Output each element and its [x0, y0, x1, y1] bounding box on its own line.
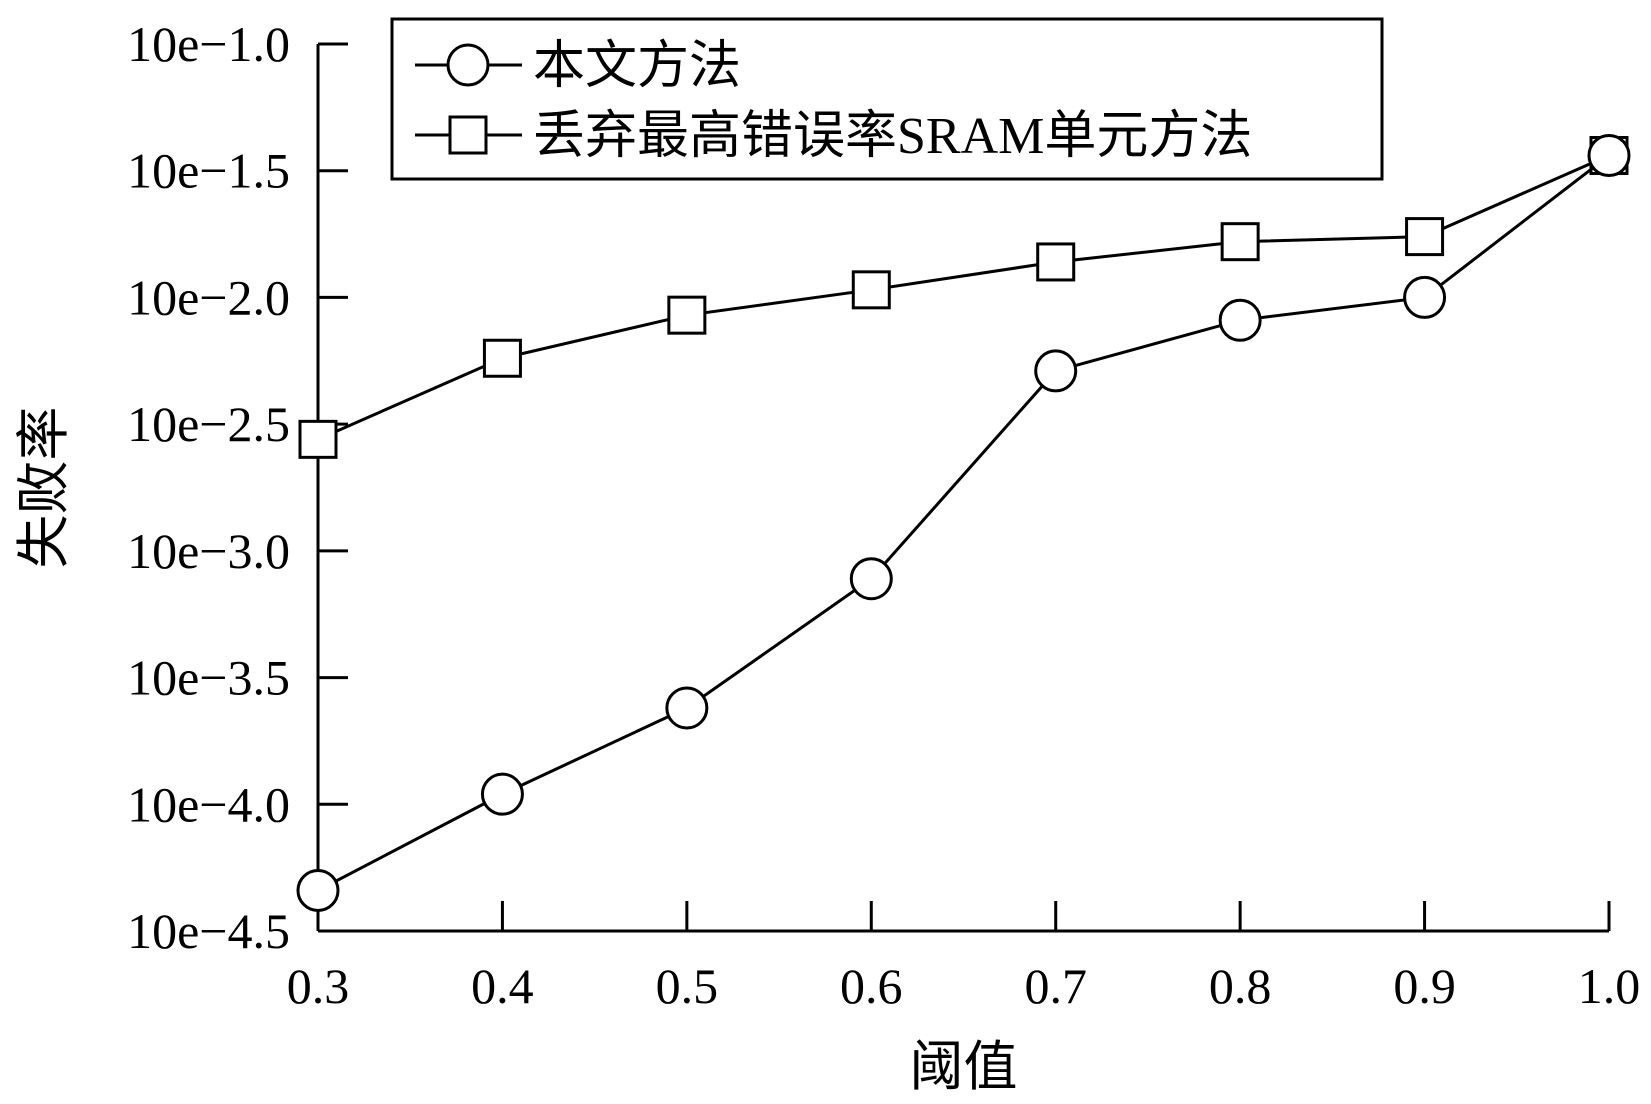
y-tick-label: 10e−1.5 [127, 143, 290, 199]
y-tick-label: 10e−2.0 [127, 269, 290, 325]
data-point-circle [1403, 275, 1447, 319]
legend-entry-1: 本文方法 [415, 38, 741, 95]
x-tick-label: 0.4 [471, 958, 534, 1014]
legend-label-1: 本文方法 [533, 38, 741, 95]
legend-frame [390, 17, 1384, 181]
data-point-circle [296, 868, 340, 912]
data-point-circle [1587, 134, 1631, 178]
legend-circle-marker [446, 43, 490, 87]
series-1 [296, 134, 1631, 912]
x-axis-title: 阈值 [910, 1037, 1018, 1097]
x-tick-label: 0.7 [1024, 958, 1087, 1014]
x-tick-label: 0.6 [840, 958, 903, 1014]
data-point-square [667, 295, 707, 335]
data-point-square [851, 270, 891, 310]
legend-entry-2: 丢弃最高错误率SRAM单元方法 [415, 108, 1252, 165]
data-point-circle [665, 686, 709, 730]
y-tick-label: 10e−4.5 [127, 903, 290, 959]
x-tick-label: 0.5 [656, 958, 719, 1014]
legend: 本文方法 丢弃最高错误率SRAM单元方法 [390, 17, 1384, 181]
y-tick-label: 10e−3.5 [127, 650, 290, 706]
y-axis-ticks: 10e−1.0 10e−1.5 10e−2.0 10e−2.5 10e−3.0 10e−3… [127, 16, 348, 959]
data-point-square [298, 419, 338, 459]
x-tick-label: 1.0 [1578, 958, 1641, 1014]
legend-label-2: 丢弃最高错误率SRAM单元方法 [533, 108, 1252, 165]
legend-square-marker [448, 115, 488, 155]
data-point-circle [480, 772, 524, 816]
x-tick-label: 0.3 [287, 958, 350, 1014]
y-tick-label: 10e−3.0 [127, 523, 290, 579]
y-tick-label: 10e−4.0 [127, 776, 290, 832]
data-point-circle [1034, 349, 1078, 393]
data-point-circle [849, 557, 893, 601]
data-point-square [1405, 217, 1445, 257]
series-line [317, 154, 1610, 892]
x-tick-label: 0.9 [1393, 958, 1456, 1014]
axes [316, 44, 1609, 933]
x-axis-ticks: 0.3 0.4 0.5 0.6 0.7 0.8 0.9 1.0 [287, 901, 1641, 1014]
data-point-square [482, 338, 522, 378]
y-tick-label: 10e−2.5 [127, 396, 290, 452]
series-layer [296, 134, 1631, 912]
y-axis-title: 失败率 [14, 407, 74, 569]
x-tick-label: 0.8 [1209, 958, 1272, 1014]
series-line [317, 154, 1610, 441]
data-point-circle [1218, 298, 1262, 342]
y-tick-label: 10e−1.0 [127, 16, 290, 72]
data-point-square [1036, 242, 1076, 282]
data-point-square [1220, 222, 1260, 262]
